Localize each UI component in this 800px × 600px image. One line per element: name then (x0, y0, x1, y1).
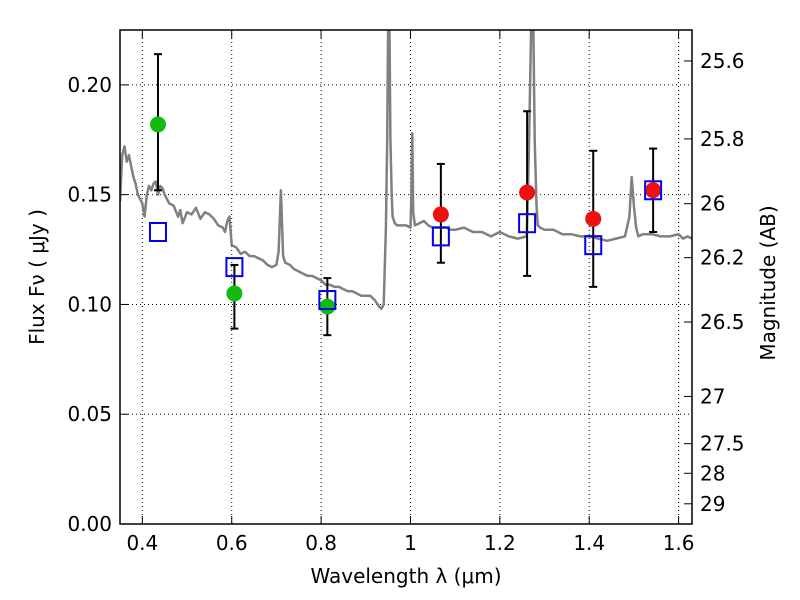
mag-tick-label: 26.2 (700, 246, 745, 270)
green-data-point (149, 116, 166, 133)
template-spectrum (120, 30, 692, 311)
model-box-point (225, 257, 244, 278)
mag-tick-label: 26 (700, 192, 725, 216)
y-tick-label: 0.15 (67, 183, 112, 207)
axis-ticks: 0.4 0.6 0.8 1 1.2 1.4 1.6 0.00 0.05 0.10 0.15 0.20 2… (67, 30, 745, 555)
model-box-point (518, 213, 537, 234)
y-tick-label: 0.20 (67, 73, 112, 97)
model-box-point (644, 180, 663, 201)
mag-tick-label: 25.8 (700, 127, 745, 151)
x-tick-label: 1 (404, 531, 417, 555)
mag-tick-label: 28 (700, 461, 725, 485)
model-box-point (148, 221, 167, 242)
data-markers (148, 116, 663, 315)
y-axis-right-label: Magnitude (AB) (756, 205, 780, 360)
green-data-point (226, 285, 243, 302)
mag-tick-label: 27 (700, 384, 725, 408)
x-tick-label: 1.6 (663, 531, 695, 555)
model-box-point (318, 290, 337, 311)
x-tick-label: 0.6 (216, 531, 248, 555)
model-box-point (431, 226, 450, 247)
y-tick-label: 0.00 (67, 512, 112, 536)
mag-tick-label: 26.5 (700, 310, 745, 334)
mag-tick-label: 29 (700, 492, 725, 516)
x-tick-label: 1.4 (573, 531, 605, 555)
x-axis-label: Wavelength λ (μm) (310, 564, 501, 588)
mag-tick-label: 25.6 (700, 49, 745, 73)
model-box-point (584, 235, 603, 256)
template-spectrum-line (120, 30, 692, 311)
red-data-point (519, 184, 536, 201)
red-data-point (645, 182, 662, 199)
y-axis-label: Flux Fν ( μJy ) (25, 209, 49, 345)
y-tick-label: 0.10 (67, 292, 112, 316)
red-data-point (432, 206, 449, 223)
mag-tick-label: 27.5 (700, 432, 745, 456)
red-data-point (585, 210, 602, 227)
x-tick-label: 1.2 (484, 531, 516, 555)
plot-frame (119, 29, 693, 525)
green-data-point (319, 298, 336, 315)
x-tick-label: 0.8 (305, 531, 337, 555)
y-tick-label: 0.05 (67, 402, 112, 426)
x-tick-label: 0.4 (126, 531, 158, 555)
